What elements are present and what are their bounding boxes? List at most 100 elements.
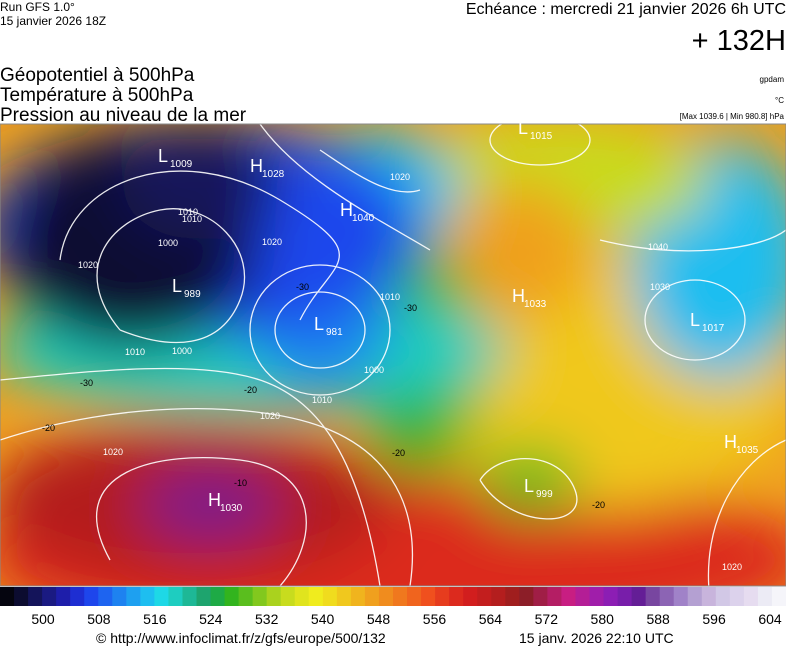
run: Run GFS 1.0° bbox=[0, 0, 75, 14]
temperature-label: -20 bbox=[42, 423, 55, 433]
center-value: 989 bbox=[184, 289, 201, 300]
legend-swatch bbox=[617, 587, 633, 606]
legend-swatch bbox=[589, 587, 605, 606]
legend-swatch bbox=[140, 587, 155, 606]
contour-label: 1000 bbox=[158, 238, 178, 248]
legend-swatch bbox=[182, 587, 197, 606]
legend-swatch bbox=[378, 587, 394, 606]
legend-swatch bbox=[350, 587, 366, 606]
legend-swatch bbox=[56, 587, 71, 606]
legend-swatch bbox=[210, 587, 226, 606]
contour-label: 1010 bbox=[380, 292, 400, 302]
center-value: 1028 bbox=[262, 169, 285, 180]
temperature-label: -20 bbox=[592, 500, 605, 510]
legend-tick: 540 bbox=[311, 611, 335, 627]
layer: Température à 500hPa bbox=[0, 85, 194, 106]
legend-swatch bbox=[477, 587, 492, 606]
center-value: 1015 bbox=[530, 131, 553, 142]
contour-label: 1030 bbox=[650, 282, 670, 292]
center-letter: L bbox=[314, 314, 324, 334]
legend-tick: 604 bbox=[758, 611, 782, 627]
contour-label: 1020 bbox=[390, 172, 410, 182]
legend-swatch bbox=[659, 587, 675, 606]
legend-tick: 532 bbox=[255, 611, 279, 627]
temperature-label: -30 bbox=[404, 303, 417, 313]
unit: [Max 1039.6 | Min 980.8] hPa bbox=[680, 112, 785, 121]
legend-swatch bbox=[533, 587, 548, 606]
contour-label: 1020 bbox=[78, 260, 98, 270]
legend-swatch bbox=[631, 587, 647, 606]
legend-swatch bbox=[28, 587, 43, 606]
map-border bbox=[0, 123, 786, 587]
legend-tick: 548 bbox=[367, 611, 391, 627]
legend-tick: 524 bbox=[199, 611, 223, 627]
lead: + 132H bbox=[692, 25, 786, 57]
center-letter: H bbox=[208, 490, 221, 510]
run-date: 15 janvier 2026 18Z bbox=[0, 14, 106, 28]
center-letter: L bbox=[524, 476, 534, 496]
legend-swatch bbox=[280, 587, 296, 606]
legend-swatch bbox=[547, 587, 562, 606]
legend-tick: 556 bbox=[423, 611, 447, 627]
legend-swatch bbox=[729, 587, 745, 606]
legend-swatch bbox=[505, 587, 520, 606]
center-value: 1035 bbox=[736, 445, 759, 456]
contour-label: 1020 bbox=[262, 237, 282, 247]
legend: 500 508 516 524 532 540 548 556 564 572 580 588 596 6… bbox=[0, 587, 786, 627]
contour-label: 1010 bbox=[182, 214, 202, 224]
contour-label: 1000 bbox=[172, 346, 192, 356]
center-letter: H bbox=[512, 286, 525, 306]
legend-swatch bbox=[519, 587, 534, 606]
legend-swatch bbox=[435, 587, 450, 606]
legend-swatch bbox=[715, 587, 731, 606]
legend-swatch bbox=[84, 587, 99, 606]
legend-swatch bbox=[393, 587, 408, 606]
legend-swatch bbox=[168, 587, 183, 606]
contour-label: 1020 bbox=[103, 447, 123, 457]
center-letter: H bbox=[724, 432, 737, 452]
center-value: 999 bbox=[536, 489, 553, 500]
legend-swatch bbox=[238, 587, 254, 606]
legend-swatch bbox=[126, 587, 141, 606]
legend-swatch bbox=[196, 587, 212, 606]
temperature-label: -30 bbox=[80, 378, 93, 388]
legend-tick: 564 bbox=[479, 611, 503, 627]
center-value: 981 bbox=[326, 327, 343, 338]
temperature-label: -10 bbox=[234, 478, 247, 488]
legend-tick: 572 bbox=[535, 611, 559, 627]
legend-swatch bbox=[252, 587, 268, 606]
layer: Pression au niveau de la mer bbox=[0, 105, 247, 126]
legend-swatch bbox=[421, 587, 436, 606]
legend-swatch bbox=[673, 587, 689, 606]
legend-swatch bbox=[771, 587, 786, 606]
layer: Géopotentiel à 500hPa bbox=[0, 65, 195, 86]
legend-swatch bbox=[14, 587, 29, 606]
footer-date: 15 janv. 2026 22:10 UTC bbox=[519, 630, 674, 646]
center-letter: L bbox=[158, 146, 168, 166]
legend-swatch bbox=[687, 587, 703, 606]
legend-swatch bbox=[154, 587, 169, 606]
legend-tick: 580 bbox=[591, 611, 615, 627]
legend-swatch bbox=[266, 587, 282, 606]
legend-tick: 596 bbox=[702, 611, 726, 627]
legend-swatch bbox=[336, 587, 352, 606]
legend-swatch bbox=[322, 587, 338, 606]
legend-swatch bbox=[603, 587, 619, 606]
legend-swatch bbox=[407, 587, 422, 606]
map bbox=[0, 124, 786, 586]
contour-label: 1020 bbox=[260, 411, 280, 421]
legend-swatch bbox=[98, 587, 113, 606]
center-letter: H bbox=[340, 200, 353, 220]
legend-swatch bbox=[463, 587, 478, 606]
center-letter: H bbox=[250, 156, 263, 176]
contour-label: 1010 bbox=[125, 347, 145, 357]
center-value: 1030 bbox=[220, 503, 243, 514]
center-value: 1033 bbox=[524, 299, 547, 310]
unit: °C bbox=[775, 96, 784, 105]
legend-swatch bbox=[449, 587, 464, 606]
legend-swatch bbox=[757, 587, 773, 606]
legend-tick: 508 bbox=[87, 611, 111, 627]
legend-tick: 500 bbox=[31, 611, 55, 627]
